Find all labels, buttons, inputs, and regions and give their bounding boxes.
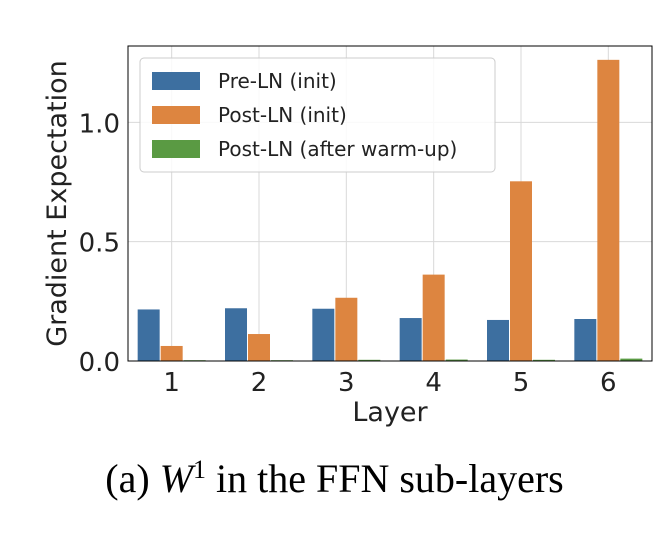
bar-pre-ln-init-layer-2 — [225, 308, 247, 361]
x-tick-label: 4 — [425, 368, 442, 398]
legend-swatch — [152, 72, 200, 90]
bar-pre-ln-init-layer-4 — [399, 318, 422, 361]
bar-post-ln-after-warm-up-layer-4 — [445, 359, 468, 361]
figure-caption: (a) W1 in the FFN sub-layers — [0, 455, 669, 502]
bar-post-ln-init-layer-6 — [597, 59, 620, 361]
y-axis-label: Gradient Expectation — [42, 60, 73, 347]
x-tick-label: 3 — [338, 368, 355, 398]
y-ticks: 0.0 0.5 1.0 — [79, 109, 120, 378]
bar-post-ln-init-layer-3 — [335, 297, 358, 361]
legend-label: Post-LN (init) — [218, 103, 347, 127]
legend-swatch — [152, 140, 200, 158]
bar-post-ln-init-layer-4 — [422, 274, 445, 361]
bar-pre-ln-init-layer-5 — [487, 319, 509, 361]
bars — [137, 59, 643, 361]
caption-prefix: (a) — [105, 456, 150, 501]
caption-variable: W — [159, 456, 193, 501]
bar-pre-ln-init-layer-3 — [312, 308, 335, 361]
x-tick-label: 2 — [251, 368, 268, 398]
caption-superscript: 1 — [192, 455, 206, 484]
bar-chart: 0.0 0.5 1.0 1 2 3 4 5 6 Gradient Expectation La… — [42, 45, 653, 428]
legend: Pre-LN (init) Post-LN (init) Post-LN (afte… — [139, 57, 496, 173]
x-axis-label: Layer — [352, 397, 428, 428]
bar-post-ln-init-layer-2 — [248, 334, 270, 361]
y-tick-label: 1.0 — [79, 109, 120, 139]
x-tick-label: 1 — [163, 368, 180, 398]
legend-box — [139, 57, 496, 173]
bar-pre-ln-init-layer-1 — [137, 309, 160, 361]
legend-label: Post-LN (after warm-up) — [218, 137, 457, 161]
bar-post-ln-after-warm-up-layer-6 — [620, 358, 643, 361]
caption-suffix: in the FFN sub-layers — [215, 456, 564, 501]
x-tick-label: 5 — [513, 368, 530, 398]
bar-post-ln-after-warm-up-layer-3 — [358, 359, 381, 361]
plot-frame — [127, 45, 653, 362]
y-tick-label: 0.5 — [79, 229, 120, 259]
x-ticks: 1 2 3 4 5 6 — [163, 368, 616, 398]
bar-post-ln-after-warm-up-layer-5 — [533, 359, 555, 361]
x-tick-label: 6 — [600, 368, 617, 398]
bar-post-ln-init-layer-5 — [510, 181, 532, 361]
bar-pre-ln-init-layer-6 — [574, 319, 597, 361]
legend-swatch — [152, 106, 200, 124]
y-tick-label: 0.0 — [79, 348, 120, 378]
bar-post-ln-init-layer-1 — [160, 345, 183, 361]
legend-label: Pre-LN (init) — [218, 69, 337, 93]
